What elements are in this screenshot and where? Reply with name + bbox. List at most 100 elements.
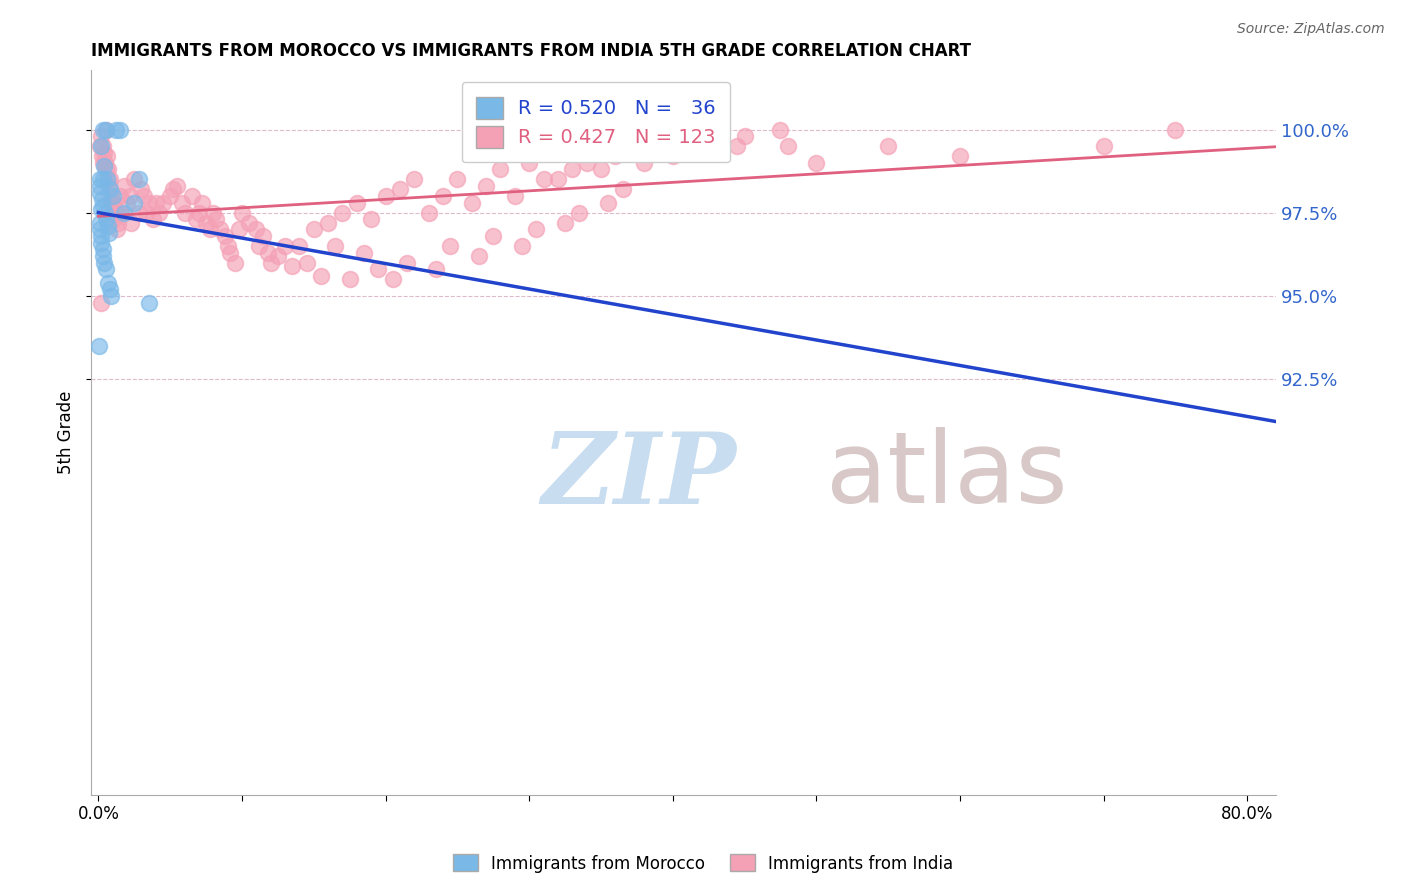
Point: [184, 212, 207, 227]
Point: [90, 295, 112, 310]
Point: [302, 222, 325, 236]
Point: [769, 122, 792, 136]
Point: [142, 212, 165, 227]
Point: [98, 226, 121, 240]
Point: [295, 255, 318, 269]
Point: [489, 162, 512, 177]
Point: [112, 205, 135, 219]
Point: [166, 179, 188, 194]
Point: [256, 245, 278, 260]
Point: [245, 222, 267, 236]
Point: [93, 249, 115, 263]
Point: [104, 205, 127, 219]
Point: [91, 172, 114, 186]
Point: [205, 212, 228, 227]
Point: [103, 212, 125, 227]
Point: [503, 189, 526, 203]
Point: [662, 149, 685, 163]
Point: [89, 172, 111, 186]
Point: [91, 156, 114, 170]
Point: [1092, 139, 1115, 153]
Point: [98, 179, 121, 194]
Text: atlas: atlas: [825, 427, 1067, 524]
Point: [108, 189, 131, 203]
Point: [598, 195, 620, 210]
Point: [122, 195, 145, 210]
Point: [404, 172, 426, 186]
Point: [561, 162, 583, 177]
Point: [90, 139, 112, 153]
Point: [98, 282, 121, 296]
Point: [316, 216, 339, 230]
Point: [112, 179, 135, 194]
Point: [94, 205, 117, 219]
Point: [381, 272, 404, 286]
Legend: Immigrants from Morocco, Immigrants from India: Immigrants from Morocco, Immigrants from…: [446, 847, 960, 880]
Point: [90, 202, 112, 217]
Point: [105, 222, 128, 236]
Point: [418, 205, 440, 219]
Point: [120, 216, 142, 230]
Point: [517, 156, 540, 170]
Point: [93, 255, 115, 269]
Point: [654, 139, 676, 153]
Point: [100, 189, 122, 203]
Point: [353, 245, 375, 260]
Point: [309, 268, 332, 283]
Point: [209, 222, 232, 236]
Point: [554, 216, 576, 230]
Point: [131, 182, 153, 196]
Point: [138, 295, 160, 310]
Point: [96, 149, 118, 163]
Point: [93, 139, 115, 153]
Point: [91, 243, 114, 257]
Point: [339, 272, 361, 286]
Point: [633, 156, 655, 170]
Point: [367, 262, 389, 277]
Point: [89, 216, 111, 230]
Point: [468, 249, 491, 263]
Point: [93, 199, 115, 213]
Point: [101, 205, 124, 219]
Point: [877, 139, 900, 153]
Legend: R = 0.520   N =   36, R = 0.427   N = 123: R = 0.520 N = 36, R = 0.427 N = 123: [461, 82, 730, 162]
Point: [145, 195, 167, 210]
Point: [690, 129, 713, 144]
Point: [89, 139, 111, 153]
Point: [734, 129, 756, 144]
Point: [104, 122, 127, 136]
Point: [173, 205, 195, 219]
Text: Source: ZipAtlas.com: Source: ZipAtlas.com: [1237, 22, 1385, 37]
Point: [101, 195, 124, 210]
Point: [162, 182, 184, 196]
Point: [281, 259, 304, 273]
Y-axis label: 5th Grade: 5th Grade: [58, 391, 75, 474]
Point: [180, 189, 202, 203]
Point: [134, 189, 156, 203]
Point: [288, 239, 311, 253]
Point: [89, 222, 111, 236]
Point: [94, 122, 117, 136]
Point: [274, 239, 297, 253]
Point: [238, 216, 260, 230]
Point: [90, 229, 112, 244]
Point: [806, 156, 828, 170]
Point: [252, 229, 274, 244]
Point: [170, 195, 193, 210]
Point: [90, 149, 112, 163]
Point: [97, 276, 120, 290]
Point: [128, 172, 150, 186]
Point: [97, 172, 120, 186]
Point: [231, 205, 253, 219]
Point: [100, 289, 122, 303]
Point: [90, 129, 112, 144]
Point: [94, 122, 117, 136]
Point: [219, 245, 242, 260]
Point: [524, 222, 547, 236]
Point: [96, 162, 118, 177]
Text: ZIP: ZIP: [541, 427, 737, 524]
Point: [93, 159, 115, 173]
Point: [148, 205, 170, 219]
Point: [101, 189, 124, 203]
Point: [575, 156, 598, 170]
